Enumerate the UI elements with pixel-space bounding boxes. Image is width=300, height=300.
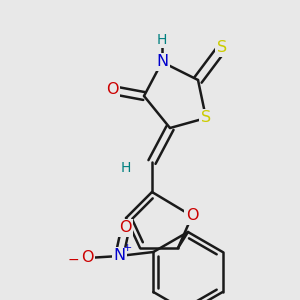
Text: N: N <box>113 248 125 263</box>
Text: O: O <box>119 220 132 236</box>
Text: +: + <box>123 243 132 253</box>
Text: H: H <box>121 161 131 175</box>
Text: −: − <box>68 253 79 267</box>
Text: O: O <box>81 250 94 266</box>
Text: S: S <box>201 110 211 125</box>
Text: O: O <box>186 208 198 224</box>
Text: H: H <box>157 33 167 47</box>
Text: N: N <box>156 55 168 70</box>
Text: O: O <box>106 82 118 98</box>
Text: S: S <box>217 40 227 56</box>
